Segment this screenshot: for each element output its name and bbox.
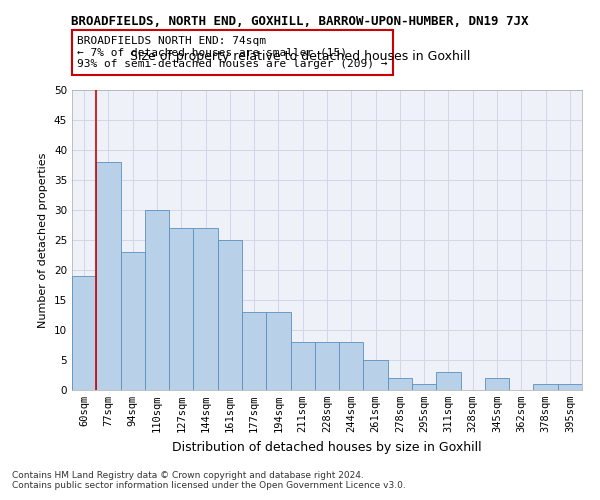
Bar: [96, 162, 121, 390]
Bar: [218, 240, 242, 390]
Bar: [339, 342, 364, 390]
Bar: [193, 228, 218, 390]
Bar: [412, 384, 436, 390]
Bar: [242, 312, 266, 390]
Bar: [533, 384, 558, 390]
Bar: [169, 228, 193, 390]
Bar: [72, 276, 96, 390]
Text: Size of property relative to detached houses in Goxhill: Size of property relative to detached ho…: [130, 50, 470, 63]
Bar: [266, 312, 290, 390]
Bar: [145, 210, 169, 390]
Bar: [315, 342, 339, 390]
Bar: [485, 378, 509, 390]
Bar: [364, 360, 388, 390]
Bar: [388, 378, 412, 390]
Bar: [436, 372, 461, 390]
Text: BROADFIELDS NORTH END: 74sqm
← 7% of detached houses are smaller (15)
93% of sem: BROADFIELDS NORTH END: 74sqm ← 7% of det…: [77, 36, 388, 69]
X-axis label: Distribution of detached houses by size in Goxhill: Distribution of detached houses by size …: [172, 440, 482, 454]
Bar: [121, 252, 145, 390]
Text: Contains HM Land Registry data © Crown copyright and database right 2024.
Contai: Contains HM Land Registry data © Crown c…: [12, 470, 406, 490]
Text: BROADFIELDS, NORTH END, GOXHILL, BARROW-UPON-HUMBER, DN19 7JX: BROADFIELDS, NORTH END, GOXHILL, BARROW-…: [71, 15, 529, 28]
Bar: [290, 342, 315, 390]
Bar: [558, 384, 582, 390]
Y-axis label: Number of detached properties: Number of detached properties: [38, 152, 49, 328]
